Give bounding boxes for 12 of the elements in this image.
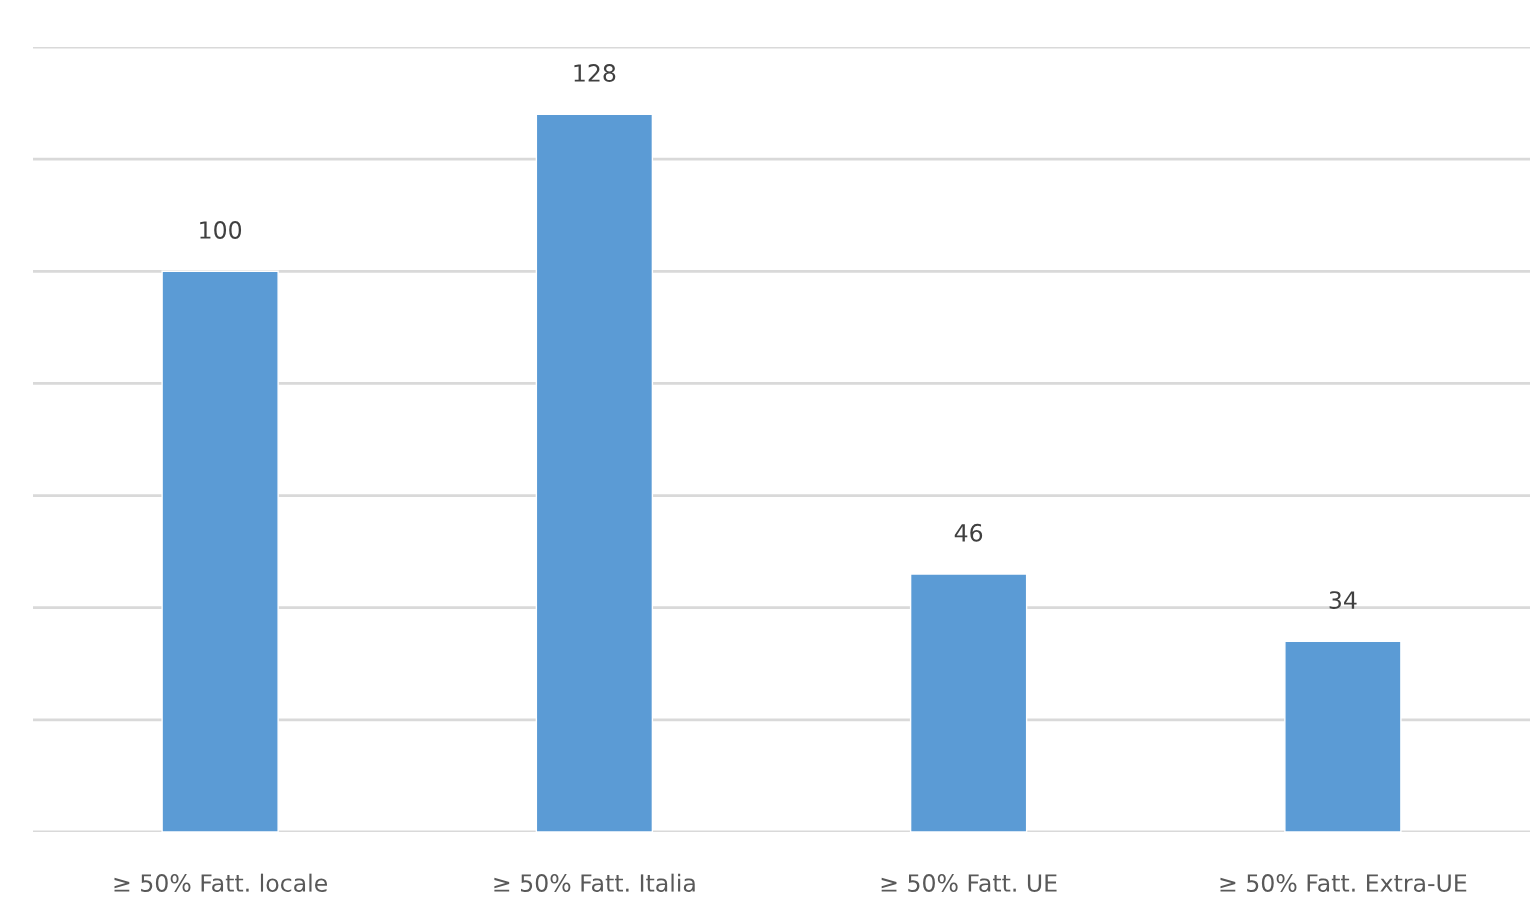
bar	[1284, 640, 1402, 832]
data-label: 100	[200, 221, 242, 239]
bar	[909, 573, 1028, 832]
x-tick-label: ≥ 50% Fatt. locale	[114, 873, 327, 892]
x-tick-label: ≥ 50% Fatt. UE	[881, 874, 1057, 892]
data-label: 46	[954, 523, 983, 542]
x-tick-label: ≥ 50% Fatt. Extra-UE	[1220, 874, 1467, 892]
data-label: 34	[1329, 591, 1357, 609]
bar	[161, 270, 279, 832]
bar	[535, 113, 654, 832]
x-tick-label: ≥ 50% Fatt. Italia	[494, 873, 695, 892]
data-label: 128	[574, 64, 616, 82]
